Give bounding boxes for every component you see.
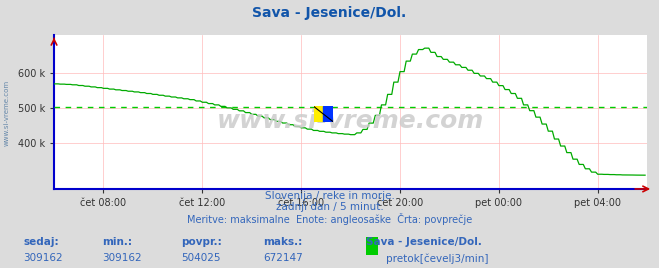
Text: sedaj:: sedaj:	[23, 237, 59, 247]
Text: min.:: min.:	[102, 237, 132, 247]
Text: 309162: 309162	[23, 253, 63, 263]
Polygon shape	[324, 106, 333, 122]
Text: maks.:: maks.:	[264, 237, 303, 247]
Text: www.si-vreme.com: www.si-vreme.com	[3, 80, 10, 146]
Text: Sava - Jesenice/Dol.: Sava - Jesenice/Dol.	[252, 6, 407, 20]
Text: www.si-vreme.com: www.si-vreme.com	[217, 109, 484, 133]
Text: Sava - Jesenice/Dol.: Sava - Jesenice/Dol.	[366, 237, 482, 247]
Text: 504025: 504025	[181, 253, 221, 263]
Text: pretok[čevelj3/min]: pretok[čevelj3/min]	[386, 253, 488, 264]
Text: Meritve: maksimalne  Enote: angleosaške  Črta: povprečje: Meritve: maksimalne Enote: angleosaške Č…	[187, 213, 472, 225]
Text: 672147: 672147	[264, 253, 303, 263]
Polygon shape	[314, 106, 324, 122]
Text: 309162: 309162	[102, 253, 142, 263]
Text: Slovenija / reke in morje.: Slovenija / reke in morje.	[264, 191, 395, 201]
Text: povpr.:: povpr.:	[181, 237, 222, 247]
Text: zadnji dan / 5 minut.: zadnji dan / 5 minut.	[275, 202, 384, 211]
